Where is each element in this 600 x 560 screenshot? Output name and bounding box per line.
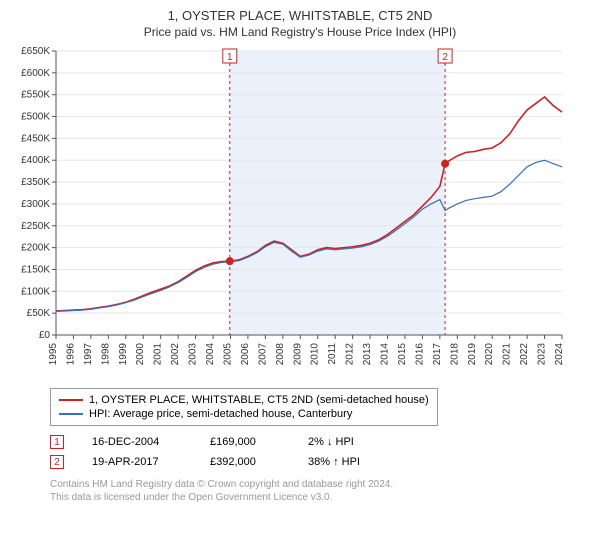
svg-text:2: 2 xyxy=(442,52,448,63)
legend-swatch xyxy=(59,399,83,401)
svg-text:1998: 1998 xyxy=(100,343,111,366)
svg-text:1: 1 xyxy=(227,52,233,63)
svg-text:1997: 1997 xyxy=(83,343,94,366)
svg-text:2013: 2013 xyxy=(362,343,373,366)
svg-text:£500K: £500K xyxy=(21,112,50,123)
svg-text:1996: 1996 xyxy=(65,343,76,366)
svg-text:2015: 2015 xyxy=(397,343,408,366)
sale-row: 1 16-DEC-2004 £169,000 2% ↓ HPI xyxy=(50,432,588,452)
svg-text:£650K: £650K xyxy=(21,46,50,57)
svg-text:2010: 2010 xyxy=(310,343,321,366)
chart-title: 1, OYSTER PLACE, WHITSTABLE, CT5 2ND xyxy=(12,8,588,23)
svg-text:2004: 2004 xyxy=(205,343,216,366)
footer-attribution: Contains HM Land Registry data © Crown c… xyxy=(50,478,588,504)
sale-date: 19-APR-2017 xyxy=(92,456,182,468)
svg-text:2011: 2011 xyxy=(327,343,338,365)
svg-text:2002: 2002 xyxy=(170,343,181,366)
svg-text:£450K: £450K xyxy=(21,133,50,144)
svg-text:2020: 2020 xyxy=(484,343,495,366)
sale-delta: 38% ↑ HPI xyxy=(308,456,398,468)
legend-item: HPI: Average price, semi-detached house,… xyxy=(59,407,429,421)
sale-row: 2 19-APR-2017 £392,000 38% ↑ HPI xyxy=(50,452,588,472)
legend-item: 1, OYSTER PLACE, WHITSTABLE, CT5 2ND (se… xyxy=(59,393,429,407)
svg-text:2001: 2001 xyxy=(153,343,164,366)
svg-text:2018: 2018 xyxy=(449,343,460,366)
svg-text:1995: 1995 xyxy=(48,343,59,366)
legend-swatch xyxy=(59,413,83,415)
sale-marker: 1 xyxy=(50,435,64,449)
sale-date: 16-DEC-2004 xyxy=(92,436,182,448)
price-chart: £0 £50K £100K £150K £200K £250K £300K £350K £400… xyxy=(12,45,572,375)
legend-label: HPI: Average price, semi-detached house,… xyxy=(89,408,352,420)
legend: 1, OYSTER PLACE, WHITSTABLE, CT5 2ND (se… xyxy=(50,388,438,426)
svg-text:2017: 2017 xyxy=(432,343,443,366)
svg-text:2003: 2003 xyxy=(188,343,199,366)
svg-text:2007: 2007 xyxy=(257,343,268,366)
chart-area: £0 £50K £100K £150K £200K £250K £300K £350K £400… xyxy=(12,45,588,380)
svg-text:£300K: £300K xyxy=(21,199,50,210)
svg-text:£200K: £200K xyxy=(21,243,50,254)
svg-text:£250K: £250K xyxy=(21,221,50,232)
footer-line-2: This data is licensed under the Open Gov… xyxy=(50,491,588,504)
svg-text:£100K: £100K xyxy=(21,286,50,297)
sales-table: 1 16-DEC-2004 £169,000 2% ↓ HPI 2 19-APR-2017… xyxy=(50,432,588,472)
svg-text:£350K: £350K xyxy=(21,177,50,188)
footer-line-1: Contains HM Land Registry data © Crown c… xyxy=(50,478,588,491)
svg-text:2009: 2009 xyxy=(292,343,303,366)
svg-text:2006: 2006 xyxy=(240,343,251,366)
sale-delta: 2% ↓ HPI xyxy=(308,436,398,448)
svg-text:£400K: £400K xyxy=(21,155,50,166)
svg-text:2016: 2016 xyxy=(414,343,425,366)
svg-text:£50K: £50K xyxy=(27,308,51,319)
svg-text:2024: 2024 xyxy=(554,343,565,366)
sale-price: £392,000 xyxy=(210,456,280,468)
svg-text:2014: 2014 xyxy=(380,343,391,366)
sale-price: £169,000 xyxy=(210,436,280,448)
svg-text:2008: 2008 xyxy=(275,343,286,366)
svg-text:2005: 2005 xyxy=(222,343,233,366)
svg-text:2021: 2021 xyxy=(502,343,513,366)
chart-subtitle: Price paid vs. HM Land Registry's House … xyxy=(12,25,588,39)
svg-text:£550K: £550K xyxy=(21,90,50,101)
svg-text:2019: 2019 xyxy=(467,343,478,366)
svg-text:£0: £0 xyxy=(39,330,51,341)
svg-text:£150K: £150K xyxy=(21,264,50,275)
svg-text:2012: 2012 xyxy=(345,343,356,366)
svg-text:£600K: £600K xyxy=(21,68,50,79)
svg-text:1999: 1999 xyxy=(118,343,129,366)
svg-text:2023: 2023 xyxy=(537,343,548,366)
legend-label: 1, OYSTER PLACE, WHITSTABLE, CT5 2ND (se… xyxy=(89,394,429,406)
svg-text:2022: 2022 xyxy=(519,343,530,366)
svg-text:2000: 2000 xyxy=(135,343,146,366)
sale-marker: 2 xyxy=(50,455,64,469)
